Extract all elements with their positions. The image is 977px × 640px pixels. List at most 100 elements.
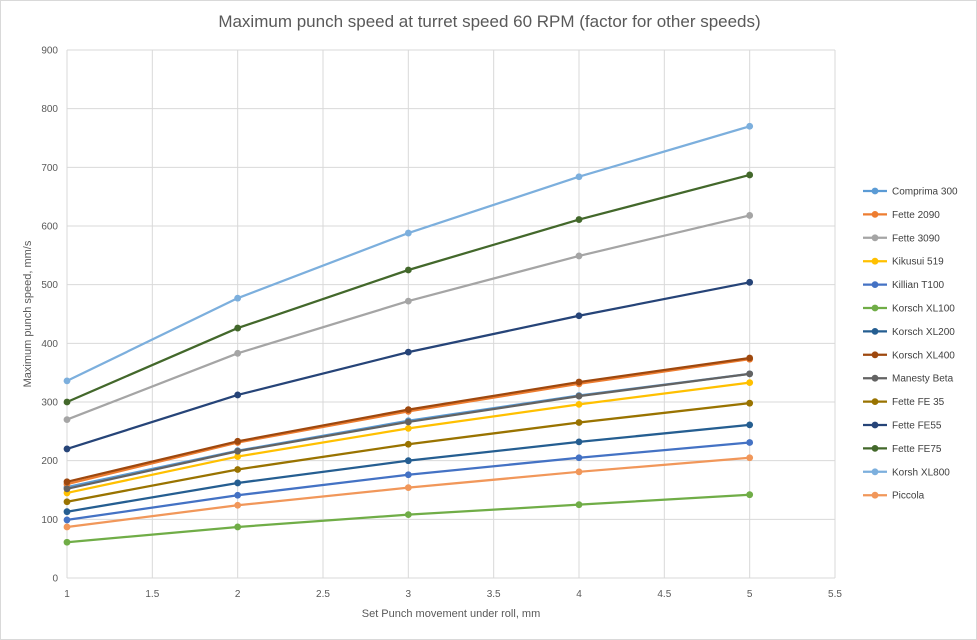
- legend-label: Fette FE75: [892, 444, 942, 455]
- y-tick-label: 800: [41, 104, 58, 115]
- legend-swatch-marker: [871, 351, 879, 359]
- y-tick-label: 400: [41, 339, 58, 350]
- data-point: [234, 501, 242, 509]
- data-point: [234, 479, 242, 487]
- legend-label: Kikusui 519: [892, 257, 944, 268]
- data-point: [575, 419, 583, 426]
- y-tick-label: 300: [41, 398, 58, 409]
- y-tick-label: 600: [41, 222, 58, 233]
- data-point: [404, 425, 412, 432]
- data-point: [63, 538, 71, 546]
- data-point: [234, 491, 242, 499]
- legend-label: Korsh XL800: [892, 467, 950, 478]
- x-tick-label: 5: [747, 589, 753, 600]
- legend-item: Kikusui 519: [863, 257, 944, 268]
- legend-swatch-marker: [871, 398, 879, 405]
- legend-swatch-marker: [871, 491, 879, 499]
- data-point: [404, 484, 412, 492]
- data-point: [63, 398, 71, 406]
- data-point: [234, 466, 242, 473]
- data-point: [746, 454, 754, 462]
- legend-item: Fette 2090: [863, 210, 940, 221]
- y-tick-label: 700: [41, 163, 58, 174]
- data-point: [234, 294, 242, 302]
- legend-label: Fette FE 35: [892, 397, 945, 408]
- data-point: [404, 511, 412, 519]
- data-point: [234, 437, 242, 445]
- data-point: [404, 297, 412, 305]
- series-killian-t100: [63, 439, 754, 524]
- data-point: [404, 229, 412, 237]
- y-axis-label: Maximum punch speed, mm/s: [22, 240, 34, 387]
- data-point: [404, 418, 412, 426]
- data-point: [575, 392, 583, 400]
- data-point: [746, 421, 754, 429]
- data-point: [575, 438, 583, 446]
- series-manesty-beta: [63, 370, 754, 493]
- data-point: [63, 498, 71, 506]
- series-fette-fe-35: [63, 399, 754, 506]
- series-fette-fe75: [63, 171, 754, 406]
- legend-item: Korsch XL100: [863, 304, 955, 315]
- data-point: [63, 523, 71, 531]
- x-tick-label: 3: [406, 589, 412, 600]
- legend-item: Manesty Beta: [863, 374, 954, 385]
- data-point: [63, 516, 71, 524]
- data-point: [234, 324, 242, 332]
- legend-label: Fette 2090: [892, 210, 940, 221]
- data-point: [746, 354, 754, 362]
- series-fette-fe55: [63, 278, 754, 453]
- legend-swatch-marker: [871, 421, 879, 429]
- legend-label: Korsch XL200: [892, 327, 955, 338]
- legend-label: Fette FE55: [892, 421, 942, 432]
- data-point: [746, 399, 754, 407]
- legend-swatch-marker: [871, 234, 879, 242]
- data-point: [575, 173, 583, 181]
- x-tick-label: 3.5: [487, 589, 501, 600]
- data-point: [404, 457, 412, 465]
- legend-item: Korsch XL400: [863, 350, 955, 361]
- legend-label: Korsch XL100: [892, 304, 955, 315]
- legend-label: Fette 3090: [892, 233, 940, 244]
- legend-item: Piccola: [863, 491, 925, 502]
- data-point: [746, 439, 754, 446]
- legend-swatch-marker: [871, 257, 879, 265]
- series-lines: [63, 122, 754, 546]
- data-point: [746, 370, 754, 378]
- legend-item: Comprima 300: [863, 187, 958, 198]
- x-tick-label: 2: [235, 589, 241, 600]
- data-point: [404, 266, 412, 274]
- data-point: [746, 212, 754, 219]
- x-tick-label: 1: [64, 589, 70, 600]
- y-tick-label: 900: [41, 46, 58, 57]
- data-point: [746, 278, 754, 286]
- legend: Comprima 300 Fette 2090 Fette 3090 Kikusui …: [863, 187, 958, 502]
- data-point: [404, 348, 412, 356]
- data-point: [63, 508, 71, 516]
- data-point: [234, 523, 242, 531]
- data-point: [746, 171, 754, 179]
- data-point: [575, 400, 583, 408]
- x-tick-label: 4.5: [657, 589, 671, 600]
- data-point: [575, 216, 583, 223]
- legend-item: Fette 3090: [863, 233, 940, 244]
- legend-item: Fette FE75: [863, 444, 942, 455]
- legend-item: Korsch XL200: [863, 327, 955, 338]
- data-point: [234, 349, 242, 357]
- data-point: [575, 252, 583, 260]
- data-point: [63, 377, 71, 385]
- y-tick-label: 0: [52, 574, 58, 585]
- series-korsch-xl100: [63, 491, 754, 546]
- data-point: [575, 312, 583, 320]
- x-tick-label: 5.5: [828, 589, 842, 600]
- axes: 0 100 200 300 400 500 600 700 800 900 1 1.5 2 2.5 3 3.5…: [41, 46, 842, 601]
- legend-swatch-marker: [871, 445, 879, 452]
- data-point: [575, 378, 583, 386]
- legend-item: Korsh XL800: [863, 467, 950, 478]
- data-point: [746, 122, 754, 130]
- x-tick-label: 1.5: [145, 589, 159, 600]
- data-point: [63, 416, 71, 423]
- legend-item: Fette FE 35: [863, 397, 945, 408]
